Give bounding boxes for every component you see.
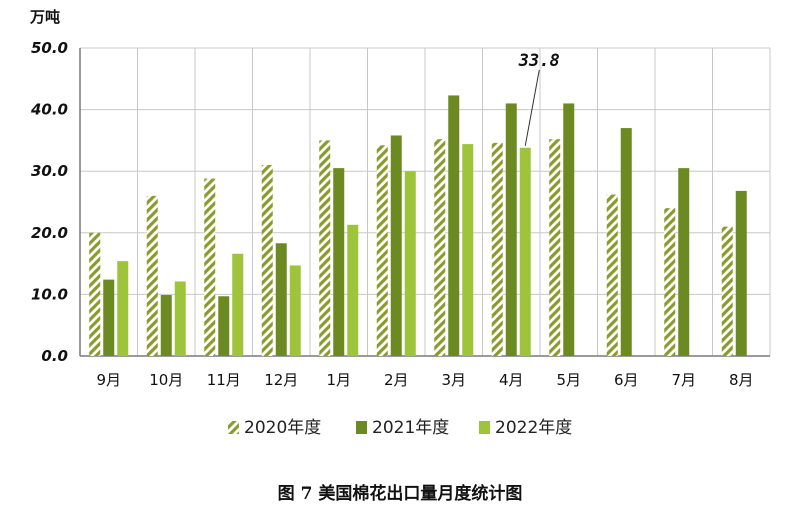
bar-2021年度-6月 <box>620 128 632 356</box>
x-tick-label: 9月 <box>96 371 121 389</box>
bar-2021年度-10月 <box>160 295 172 356</box>
bar-2020年度-1月 <box>319 140 331 356</box>
bar-2021年度-9月 <box>103 279 115 356</box>
legend-swatch-2020年度 <box>228 421 239 434</box>
y-tick-label: 0.0 <box>41 347 68 365</box>
y-tick-label: 20.0 <box>31 224 68 242</box>
legend: 2020年度 2021年度 2022年度 <box>228 418 572 438</box>
x-tick-label: 5月 <box>556 371 581 389</box>
x-tick-label: 12月 <box>264 371 298 389</box>
bar-2020年度-3月 <box>434 139 446 356</box>
bar-2020年度-2月 <box>376 145 388 356</box>
bar-2022年度-9月 <box>117 261 129 356</box>
y-tick-label: 40.0 <box>30 101 68 119</box>
bar-2020年度-6月 <box>606 194 618 356</box>
y-tick-label: 50.0 <box>31 39 68 57</box>
bar-2020年度-7月 <box>664 208 676 356</box>
bar-2021年度-12月 <box>275 243 287 356</box>
y-tick-label: 10.0 <box>31 285 68 303</box>
legend-label: 2021年度 <box>372 418 449 438</box>
x-tick-label: 4月 <box>499 371 524 389</box>
legend-swatch-2022年度 <box>479 421 490 434</box>
x-tick-label: 2月 <box>384 371 409 389</box>
bar-2020年度-12月 <box>261 165 273 356</box>
bar-2021年度-2月 <box>390 135 402 356</box>
bar-2021年度-11月 <box>218 296 230 356</box>
legend-label: 2020年度 <box>244 418 321 438</box>
y-tick-label: 30.0 <box>31 162 68 180</box>
x-tick-label: 7月 <box>671 371 696 389</box>
bar-2021年度-1月 <box>333 168 345 356</box>
x-tick-label: 1月 <box>326 371 351 389</box>
bar-2021年度-4月 <box>505 103 517 356</box>
data-label-annotation: 33.8 <box>518 51 560 71</box>
tick-labels: 0.0 10.0 20.0 30.0 40.0 50.0 9月 10月 11月 12月 1月 2月 3月… <box>30 39 754 389</box>
bar-2020年度-8月 <box>721 226 733 356</box>
y-unit-label: 万吨 <box>29 8 60 26</box>
x-tick-label: 6月 <box>614 371 639 389</box>
x-tick-label: 3月 <box>441 371 466 389</box>
chart-caption: 图 7 美国棉花出口量月度统计图 <box>278 483 523 504</box>
bar-2022年度-2月 <box>404 171 416 356</box>
bar-2021年度-7月 <box>678 168 690 356</box>
bar-2022年度-4月 <box>519 147 531 356</box>
bar-2021年度-3月 <box>448 95 460 356</box>
x-tick-label: 8月 <box>729 371 754 389</box>
bar-2021年度-5月 <box>563 103 575 356</box>
annotation-leader-line <box>524 69 540 146</box>
bar-2022年度-10月 <box>174 281 186 356</box>
bar-2020年度-9月 <box>89 232 101 356</box>
bar-2020年度-11月 <box>204 178 216 356</box>
bar-2020年度-5月 <box>549 139 561 356</box>
axes <box>79 48 770 357</box>
bars <box>89 95 747 356</box>
x-tick-label: 11月 <box>207 371 241 389</box>
bar-2022年度-1月 <box>347 224 359 356</box>
x-tick-label: 10月 <box>149 371 183 389</box>
bar-2021年度-8月 <box>735 190 747 356</box>
bar-2022年度-11月 <box>232 253 244 356</box>
bar-2022年度-12月 <box>289 265 301 356</box>
legend-swatch-2021年度 <box>356 421 367 434</box>
bar-2022年度-3月 <box>462 144 474 356</box>
bar-2020年度-4月 <box>491 142 503 356</box>
bar-2020年度-10月 <box>146 195 158 356</box>
legend-label: 2022年度 <box>495 418 572 438</box>
annotations: 33.8 <box>518 51 560 146</box>
